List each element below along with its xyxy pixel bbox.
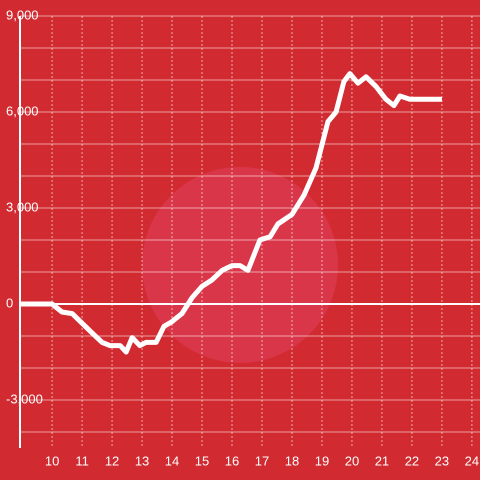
y-tick-label: 0 — [6, 295, 13, 310]
y-tick-label: 6,000 — [6, 103, 39, 118]
y-tick-label: -3,000 — [6, 391, 43, 406]
x-tick-label: 20 — [345, 453, 359, 468]
y-tick-label: 3,000 — [6, 199, 39, 214]
line — [20, 71, 442, 355]
x-tick-label: 19 — [315, 453, 329, 468]
x-tick-label: 11 — [75, 453, 89, 468]
y-tick-label: 9,000 — [6, 7, 39, 22]
x-tick-label: 18 — [285, 453, 299, 468]
x-tick-label: 22 — [405, 453, 419, 468]
x-tick-label: 23 — [435, 453, 449, 468]
x-tick-label: 15 — [195, 453, 209, 468]
x-tick-label: 13 — [135, 453, 149, 468]
x-tick-label: 24 — [465, 453, 479, 468]
x-tick-label: 14 — [165, 453, 179, 468]
x-tick-label: 12 — [105, 453, 119, 468]
x-tick-label: 21 — [375, 453, 389, 468]
x-tick-label: 17 — [255, 453, 269, 468]
x-tick-label: 16 — [225, 453, 239, 468]
x-tick-label: 10 — [45, 453, 59, 468]
